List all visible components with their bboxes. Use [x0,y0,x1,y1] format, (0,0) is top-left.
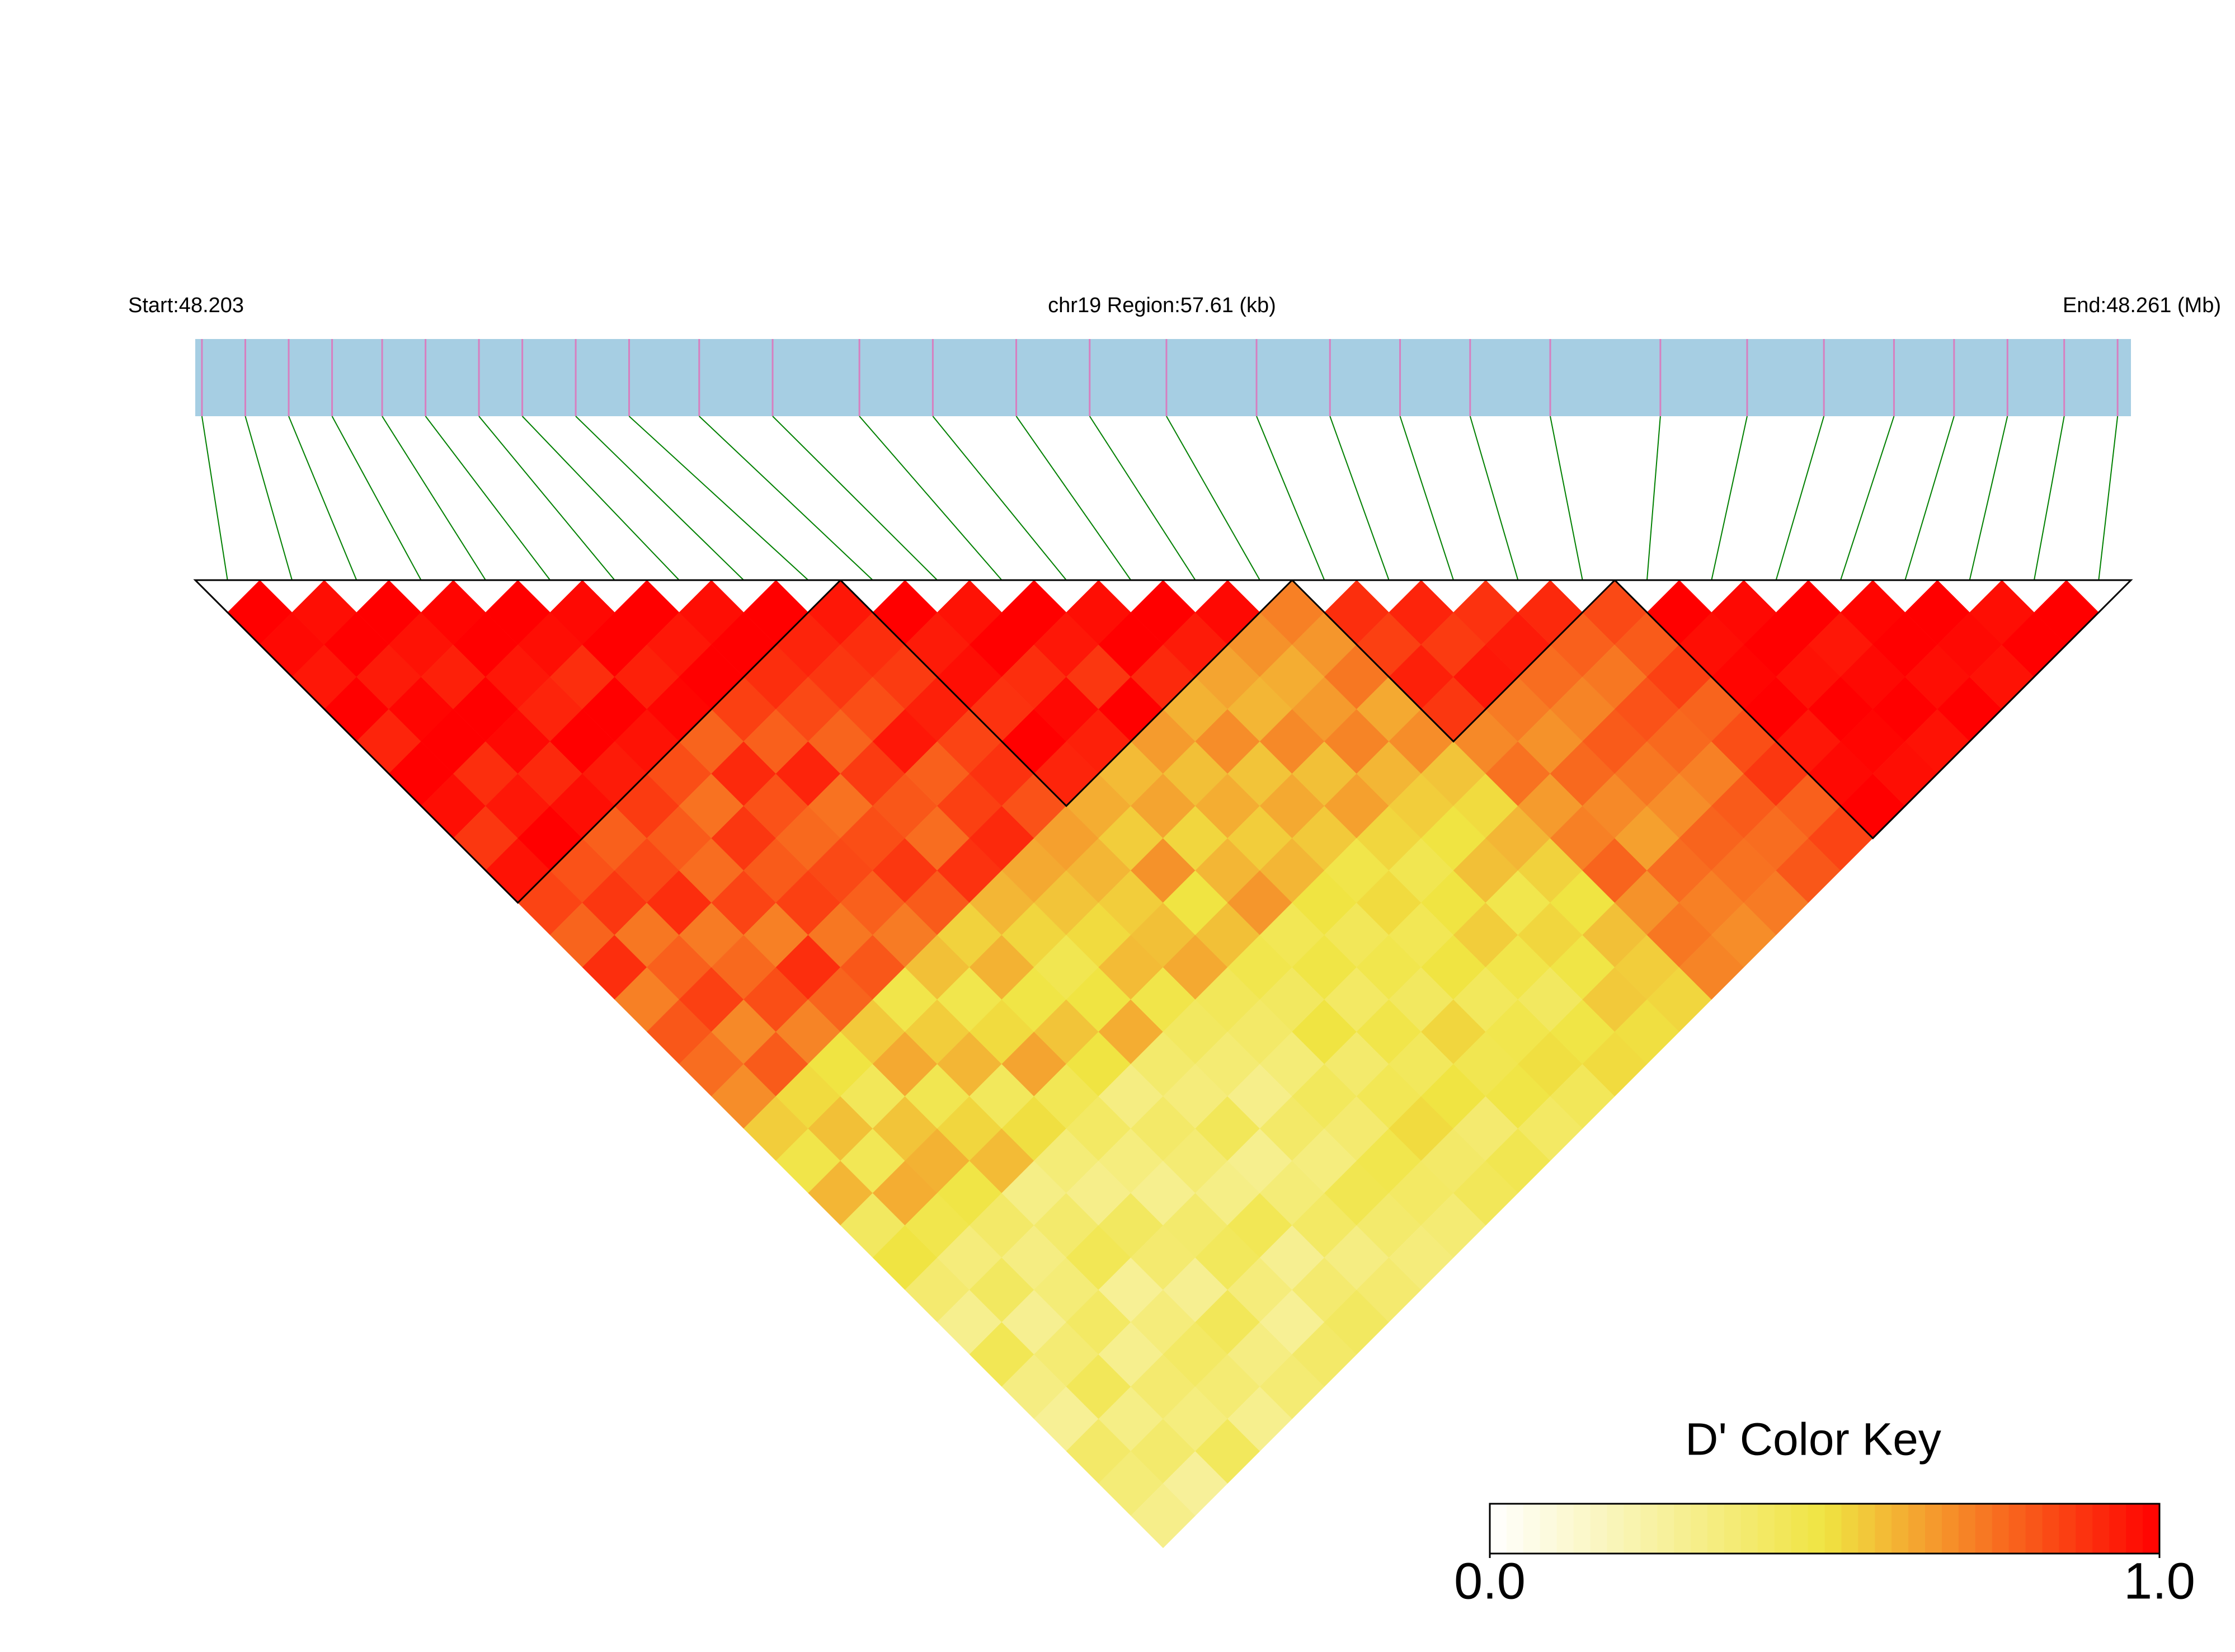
color-key-step [2059,1504,2077,1554]
color-key-step [1908,1504,1926,1554]
color-key-step [2109,1504,2127,1554]
color-key-label: 1.0 [2124,1552,2195,1609]
color-key-step [1490,1504,1507,1554]
color-key-step [1740,1504,1758,1554]
snp-link [1166,416,1260,581]
snp-link [575,416,745,581]
color-key-step [1657,1504,1675,1554]
color-key-step [1925,1504,1942,1554]
color-key-step [1992,1504,2010,1554]
color-key-step [1975,1504,1993,1554]
snp-link [478,416,615,581]
snp-link [382,416,486,581]
ld-block [1290,579,1617,743]
color-key-step [2042,1504,2060,1554]
color-key-step [1573,1504,1591,1554]
color-key-step [2126,1504,2144,1554]
color-key-label: 0.0 [1454,1552,1526,1609]
snp-link [425,416,551,581]
region-label: chr19 Region:57.61 (kb) [1048,294,1276,317]
snp-link [1646,416,1661,581]
color-key-step [2143,1504,2160,1554]
color-key-step [1590,1504,1608,1554]
ld-block [1612,579,2133,840]
snp-link [1256,416,1325,581]
snp-link [699,416,873,581]
snp-link [244,416,293,581]
color-key-step [1791,1504,1809,1554]
snp-link [1711,416,1748,581]
color-key-step [1808,1504,1825,1554]
snp-link [521,416,680,581]
color-key-step [1607,1504,1625,1554]
snp-link [288,416,357,581]
snp-link [772,416,938,581]
start-label: Start:48.203 [128,294,244,317]
color-key-step [2025,1504,2043,1554]
snp-link [2034,416,2065,581]
snp-link [1840,416,1895,581]
color-key-step [1941,1504,1959,1554]
snp-link [331,416,422,581]
snp-link [859,416,1003,581]
color-key-step [1691,1504,1709,1554]
ld-block [838,579,1295,807]
color-key-step [1540,1504,1558,1554]
color-key-step [1774,1504,1792,1554]
color-key-step [1958,1504,1976,1554]
legend-title: D' Color Key [1685,1414,1941,1465]
color-key-step [1875,1504,1893,1554]
snp-link [201,416,228,581]
color-key-step [1707,1504,1725,1554]
color-key-step [1724,1504,1742,1554]
color-key-step [1556,1504,1574,1554]
color-key-step [2076,1504,2093,1554]
color-key-step [2008,1504,2026,1554]
snp-link [1399,416,1454,581]
color-key-step [1624,1504,1641,1554]
snp-link [932,416,1067,581]
snp-link [1469,416,1519,581]
color-key-step [1640,1504,1658,1554]
snp-link [1089,416,1196,581]
color-key-step [2092,1504,2110,1554]
color-key-step [1891,1504,1909,1554]
color-key-step [1506,1504,1524,1554]
color-key-frame [1489,1503,2161,1555]
color-key-step [1841,1504,1859,1554]
snp-link [1015,416,1132,581]
ld-block [193,579,843,904]
snp-link [1329,416,1390,581]
snp-link [1775,416,1825,581]
snp-link [1969,416,2008,581]
color-key-step [1523,1504,1541,1554]
color-key-step [1858,1504,1876,1554]
snp-link [2098,416,2119,581]
color-key-step [1824,1504,1842,1554]
snp-link [1904,416,1955,581]
snp-bar [195,339,2131,416]
end-label: End:48.261 (Mb) [2063,294,2221,317]
snp-link [1550,416,1583,581]
color-key-step [1757,1504,1775,1554]
color-key-step [1674,1504,1692,1554]
snp-link [628,416,809,581]
